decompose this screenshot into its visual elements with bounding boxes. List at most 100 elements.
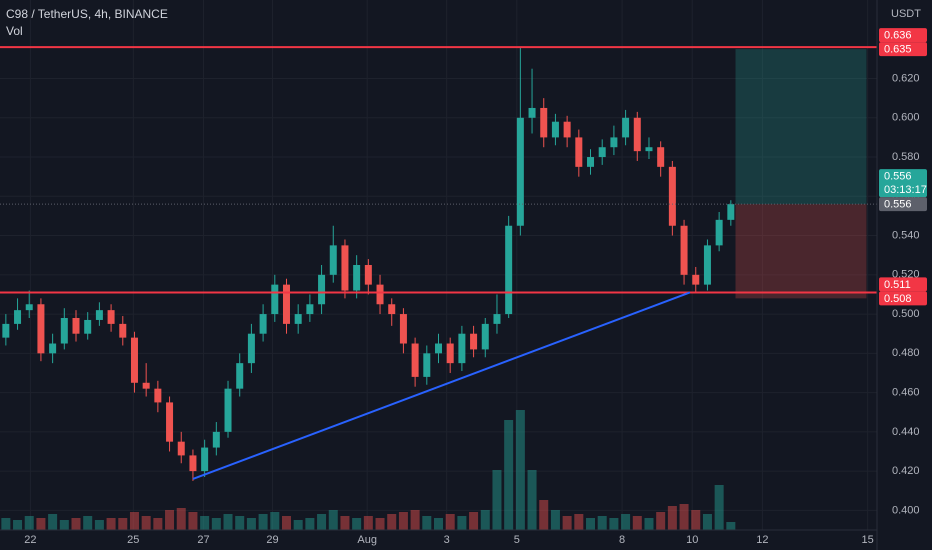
candle-body	[703, 245, 711, 285]
currency-label: USDT	[891, 8, 921, 20]
volume-bar	[586, 518, 596, 530]
volume-bar	[515, 410, 525, 530]
volume-bar	[667, 506, 677, 530]
volume-bar	[340, 516, 350, 530]
candle-body	[727, 204, 735, 220]
y-tick-label: 0.400	[892, 504, 920, 516]
y-tick-label: 0.460	[892, 386, 920, 398]
volume-bar	[352, 518, 362, 530]
chart-title: C98 / TetherUS, 4h, BINANCE	[6, 7, 168, 21]
volume-bar	[539, 500, 549, 530]
volume-bar	[457, 516, 467, 530]
volume-bar	[293, 520, 303, 530]
candle-body	[72, 318, 80, 334]
volume-bar	[1, 518, 11, 530]
candle-body	[493, 314, 501, 324]
volume-bar	[235, 516, 245, 530]
candle-body	[598, 147, 606, 158]
volume-bar	[13, 520, 23, 530]
candle-body	[388, 304, 396, 315]
y-tick-label: 0.480	[892, 347, 920, 359]
candle-body	[212, 431, 220, 448]
target-zone	[735, 49, 867, 205]
x-tick-label: 8	[619, 534, 625, 546]
volume-bar	[59, 520, 69, 530]
volume-label: Vol	[6, 24, 23, 38]
candle-body	[294, 314, 302, 324]
volume-bar	[597, 516, 607, 530]
price-label-box	[879, 42, 927, 57]
volume-bar	[398, 512, 408, 530]
candle-body	[633, 117, 641, 152]
price-label: 0.636	[884, 29, 912, 41]
candle-body	[259, 314, 267, 334]
volume-bar	[562, 516, 572, 530]
candle-body	[49, 343, 57, 354]
candle-body	[551, 121, 559, 138]
y-tick-label: 0.440	[892, 426, 920, 438]
x-tick-label: 3	[444, 534, 450, 546]
volume-bar	[550, 510, 560, 530]
volume-bar	[434, 518, 443, 530]
volume-bar	[504, 420, 514, 530]
candle-body	[481, 323, 489, 350]
volume-bar	[270, 512, 280, 530]
volume-bar	[375, 518, 385, 530]
volume-bar	[141, 516, 151, 530]
candle-body	[435, 343, 442, 354]
candle-body	[399, 314, 407, 344]
price-label: 0.511	[884, 279, 911, 291]
candle-body	[247, 333, 255, 364]
x-tick-label: Aug	[357, 534, 377, 546]
volume-bar	[129, 512, 139, 530]
volume-bar	[281, 516, 291, 530]
volume-bar	[258, 514, 268, 530]
price-label-box	[879, 291, 927, 306]
volume-bar	[480, 510, 490, 530]
candle-body	[668, 166, 676, 226]
volume-bar	[679, 504, 689, 530]
volume-bar	[94, 520, 104, 530]
volume-bar	[527, 470, 537, 530]
plot	[0, 0, 877, 530]
volume-bar	[48, 514, 58, 530]
volume-bar	[36, 518, 46, 530]
candle-body	[423, 353, 431, 377]
volume-bar	[469, 512, 479, 530]
volume-bar	[609, 518, 619, 530]
volume-bar	[83, 516, 93, 530]
volume-bar	[714, 485, 724, 530]
candle-body	[540, 107, 548, 138]
volume-bar	[165, 510, 175, 530]
candle-body	[470, 333, 478, 350]
candle-body	[130, 337, 138, 383]
candle-body	[516, 117, 524, 226]
volume-bar	[492, 470, 502, 530]
candle-body	[715, 219, 723, 246]
candle-body	[680, 225, 688, 275]
candle-body	[224, 388, 232, 432]
x-tick-label: 25	[127, 534, 139, 546]
volume-bar	[246, 518, 256, 530]
volume-bar	[328, 510, 338, 530]
candle-body	[271, 284, 279, 315]
candle-body	[692, 274, 700, 285]
x-tick-label: 29	[266, 534, 278, 546]
price-label-box	[879, 197, 927, 212]
volume-bar	[632, 516, 642, 530]
candle-body	[563, 121, 571, 138]
volume-bar	[317, 514, 327, 530]
y-tick-label: 0.500	[892, 308, 920, 320]
candle-body	[329, 245, 337, 275]
candle-body	[411, 343, 419, 377]
volume-bar	[188, 512, 198, 530]
volume-bar	[71, 518, 81, 530]
candle-body	[364, 265, 372, 285]
volume-bar	[656, 512, 666, 530]
candle-body	[610, 137, 618, 148]
volume-bar	[574, 514, 584, 530]
x-tick-label: 15	[862, 534, 874, 546]
candle-body	[142, 382, 150, 389]
volume-bar	[305, 518, 315, 530]
